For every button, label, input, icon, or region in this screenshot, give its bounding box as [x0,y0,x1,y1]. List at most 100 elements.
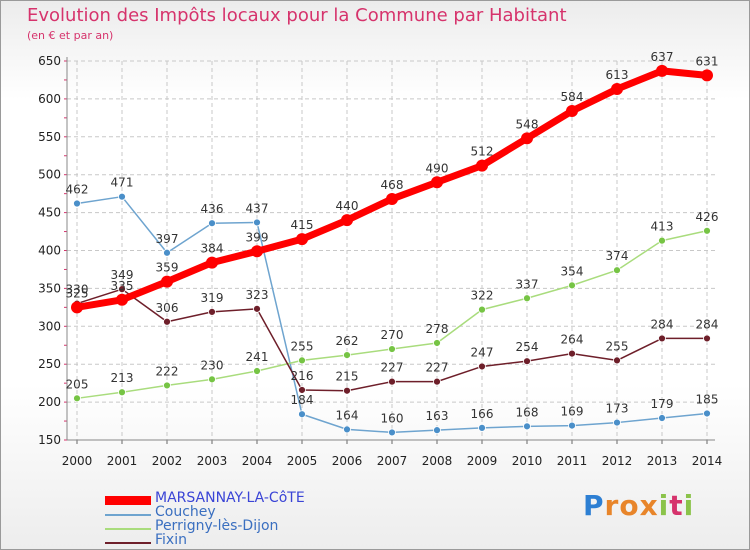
data-label: 397 [156,232,179,246]
data-label: 270 [381,328,404,342]
series-0-point [431,176,443,189]
series-3-point [343,386,351,395]
series-3-point [568,349,576,358]
data-label: 254 [516,340,539,354]
series-0-point [161,275,173,288]
x-tick-label: 2000 [62,454,93,468]
data-label: 169 [561,405,584,419]
series-2-point [523,294,531,303]
data-label: 471 [111,176,134,190]
data-label: 415 [291,218,314,232]
data-label: 284 [696,317,719,331]
data-label: 164 [336,408,359,422]
proxiti-logo: Proxiti [583,489,694,522]
x-tick-label: 2014 [692,454,723,468]
data-label: 335 [111,279,134,293]
series-2-point [118,388,126,397]
series-3-point [613,356,621,365]
logo-letter: i [683,489,695,522]
data-label: 255 [291,339,314,353]
data-label: 215 [336,370,359,384]
data-label: 306 [156,301,179,315]
data-label: 468 [381,178,404,192]
data-label: 490 [426,161,449,175]
data-label: 166 [471,407,494,421]
series-0-point [386,192,398,205]
series-0-point [341,214,353,227]
y-tick-label: 450 [38,206,61,220]
data-label: 213 [111,371,134,385]
series-1-point [208,219,216,228]
series-2-point [73,394,81,403]
legend-label: Couchey [155,504,216,520]
data-label: 548 [516,117,539,131]
data-label: 584 [561,90,584,104]
series-3-point [253,304,261,313]
x-tick-label: 2008 [422,454,453,468]
series-2-point [343,351,351,360]
legend-swatch [105,514,151,516]
y-tick-label: 600 [38,92,61,106]
data-label: 264 [561,333,584,347]
x-tick-label: 2003 [197,454,228,468]
grid-lines [67,60,715,441]
series-1-point [298,410,306,419]
y-tick-label: 150 [38,433,61,447]
chart-title: Evolution des Impôts locaux pour la Comm… [27,5,567,26]
data-label: 184 [291,393,314,407]
series-2-point [478,305,486,314]
data-label: 322 [471,289,494,303]
y-tick-label: 200 [38,395,61,409]
series-1-point [658,414,666,422]
series-lines [71,64,713,437]
series-0-point [296,233,308,246]
series-3-point [388,377,396,386]
series-2-point [298,356,306,365]
data-label: 216 [291,369,314,383]
data-label: 337 [516,277,539,291]
data-label: 323 [246,288,269,302]
logo-letter: t [669,489,684,522]
series-0-point [206,256,218,269]
series-0-point [611,83,623,96]
logo-letter: P [583,489,605,522]
series-1-point [343,425,351,434]
series-2-point [613,266,621,275]
legend-label: MARSANNAY-LA-CôTE [155,490,305,506]
data-labels: 462 471 397 436 437 184 164 160 163 166 168 169 173 1… [66,50,719,426]
series-3-point [523,357,531,366]
series-1-point [703,409,711,418]
series-1-point [118,192,126,201]
data-label: 319 [201,291,224,305]
series-3-point [658,334,666,343]
y-tick-label: 500 [38,168,61,182]
data-label: 247 [471,345,494,359]
data-label: 354 [561,264,584,278]
data-label: 255 [606,339,629,353]
data-label: 637 [651,50,674,64]
series-3-point [163,317,171,326]
y-tick-label: 400 [38,244,61,258]
axes: 150 200 250 300 350 400 450 500 550 600 650 2000 200… [38,54,722,468]
series-3-point [208,307,216,316]
data-label: 262 [336,334,359,348]
x-tick-label: 2012 [602,454,633,468]
series-0-point [116,293,128,306]
y-tick-label: 350 [38,281,61,295]
x-tick-label: 2002 [152,454,183,468]
series-0-point [71,301,83,314]
series-2-point [568,281,576,290]
series-3-point [433,377,441,386]
y-tick-label: 650 [38,54,61,68]
data-label: 163 [426,409,449,423]
data-label: 222 [156,364,179,378]
x-tick-label: 2007 [377,454,408,468]
data-label: 284 [651,317,674,331]
legend-swatch [105,528,151,530]
data-label: 227 [381,361,404,375]
logo-letter: x [639,489,659,522]
x-tick-label: 2001 [107,454,138,468]
y-tick-label: 300 [38,319,61,333]
series-0-point [566,105,578,118]
logo-letter: o [619,489,640,522]
